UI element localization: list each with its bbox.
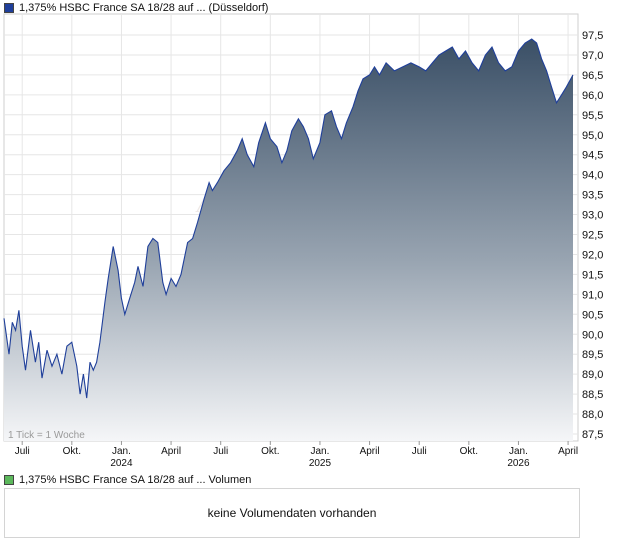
y-tick-label: 97,0 bbox=[582, 50, 603, 62]
tick-note: 1 Tick = 1 Woche bbox=[8, 430, 85, 441]
y-tick-label: 95,5 bbox=[582, 110, 603, 122]
x-tick-year: 2026 bbox=[507, 458, 530, 469]
x-tick-label: April bbox=[161, 446, 181, 457]
y-tick-label: 92,5 bbox=[582, 230, 603, 242]
price-legend: 1,375% HSBC France SA 18/28 auf ... (Düs… bbox=[4, 1, 268, 15]
x-tick-label: Jan. bbox=[112, 446, 131, 457]
x-tick-label: Okt. bbox=[261, 446, 279, 457]
y-axis: 97,5 97,0 96,5 96,0 95,5 95,0 94,5 94,0 93,5 93,0… bbox=[582, 30, 603, 441]
y-tick-label: 93,0 bbox=[582, 210, 603, 222]
y-tick-label: 88,5 bbox=[582, 389, 603, 401]
y-tick-label: 97,5 bbox=[582, 30, 603, 42]
y-tick-label: 96,0 bbox=[582, 90, 603, 102]
y-tick-label: 91,0 bbox=[582, 289, 603, 301]
y-tick-label: 95,0 bbox=[582, 130, 603, 142]
y-tick-label: 87,5 bbox=[582, 429, 603, 441]
volume-legend-label: 1,375% HSBC France SA 18/28 auf ... Volu… bbox=[19, 474, 252, 486]
price-line bbox=[3, 38, 574, 399]
y-tick-label: 91,5 bbox=[582, 269, 603, 281]
volume-legend-swatch bbox=[4, 475, 14, 485]
y-tick-label: 90,5 bbox=[582, 309, 603, 321]
y-tick-label: 90,0 bbox=[582, 329, 603, 341]
volume-legend: 1,375% HSBC France SA 18/28 auf ... Volu… bbox=[4, 473, 251, 487]
volume-message: keine Volumendaten vorhanden bbox=[207, 506, 377, 520]
y-tick-label: 89,5 bbox=[582, 349, 603, 361]
x-tick-label: Juli bbox=[412, 446, 427, 457]
y-tick-label: 89,0 bbox=[582, 369, 603, 381]
x-tick-year: 2024 bbox=[110, 458, 133, 469]
price-legend-swatch bbox=[4, 3, 14, 13]
price-legend-label: 1,375% HSBC France SA 18/28 auf ... (Düs… bbox=[19, 2, 269, 14]
volume-panel: keine Volumendaten vorhanden bbox=[4, 488, 580, 538]
y-tick-label: 96,5 bbox=[582, 70, 603, 82]
x-tick-label: Okt. bbox=[460, 446, 478, 457]
y-tick-label: 88,0 bbox=[582, 409, 603, 421]
x-tick-label: Juli bbox=[213, 446, 228, 457]
y-tick-label: 94,5 bbox=[582, 150, 603, 162]
x-tick-label: April bbox=[558, 446, 578, 457]
x-tick-label: Jan. bbox=[509, 446, 528, 457]
price-area bbox=[4, 39, 573, 441]
y-tick-label: 93,5 bbox=[582, 190, 603, 202]
price-chart: AKTIE 97,597,096,596,095,595,094,594,093… bbox=[3, 13, 603, 469]
x-tick-label: April bbox=[360, 446, 380, 457]
x-tick-label: Juli bbox=[15, 446, 30, 457]
x-tick-label: Jan. bbox=[310, 446, 329, 457]
x-tick-label: Okt. bbox=[63, 446, 81, 457]
y-tick-label: 94,0 bbox=[582, 170, 603, 182]
y-tick-label: 92,0 bbox=[582, 249, 603, 261]
x-tick-year: 2025 bbox=[309, 458, 332, 469]
